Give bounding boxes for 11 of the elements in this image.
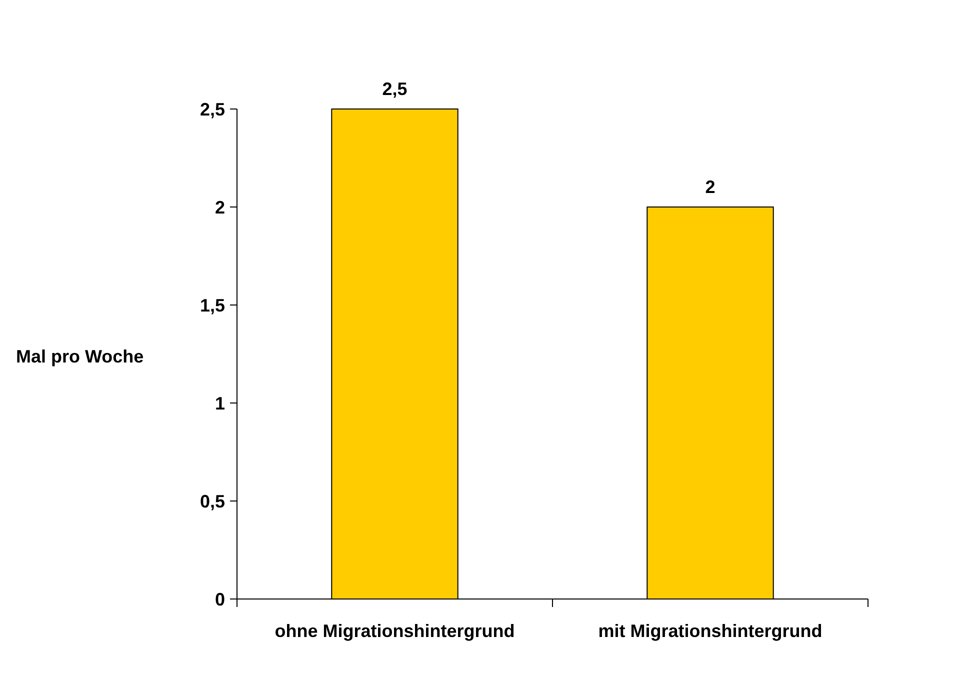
y-tick-label: 0,5 <box>200 491 225 512</box>
y-axis-title: Mal pro Woche <box>16 346 144 366</box>
y-tick-label: 2,5 <box>200 99 225 120</box>
x-tick-label: mit Migrationshintergrund <box>598 621 822 641</box>
data-label: 2 <box>705 177 716 197</box>
y-tick-label: 2 <box>214 197 225 218</box>
y-tick-label: 1 <box>214 393 225 414</box>
y-tick-label: 1,5 <box>200 295 225 316</box>
x-tick-label: ohne Migrationshintergrund <box>274 621 515 641</box>
y-tick-label: 0 <box>214 589 225 610</box>
data-label: 2,5 <box>382 79 408 99</box>
